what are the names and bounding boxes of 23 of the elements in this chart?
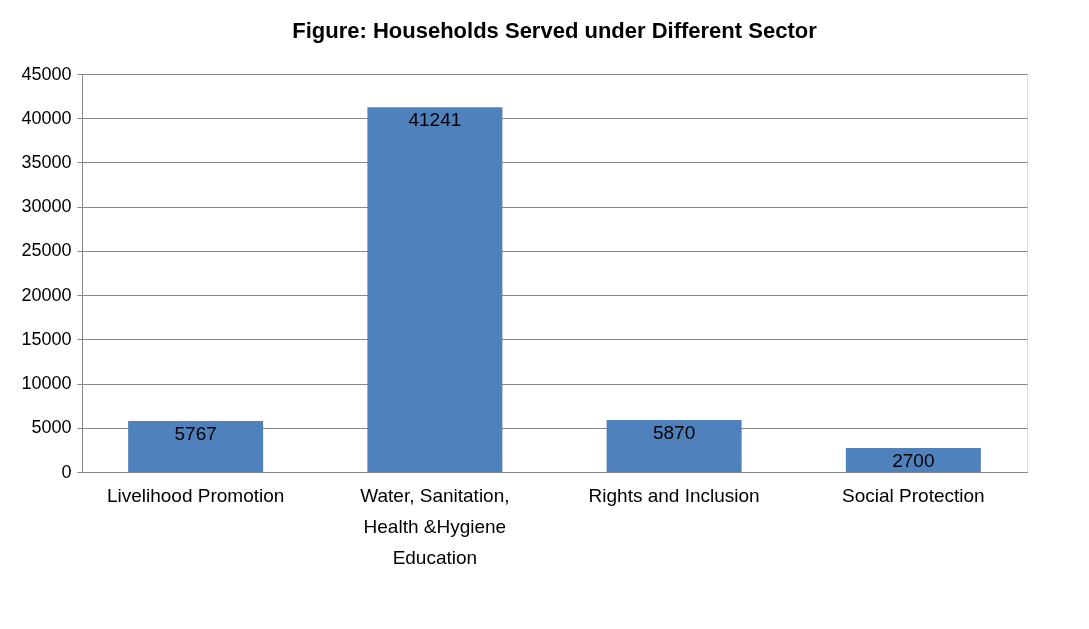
bar — [606, 420, 742, 472]
data-label: 5767 — [174, 422, 217, 444]
data-label: 5870 — [652, 422, 696, 444]
bar — [128, 420, 264, 472]
data-label: 41241 — [408, 109, 462, 131]
bar — [367, 107, 503, 472]
y-tick-label: 35000 — [21, 151, 72, 172]
y-tick-label: 45000 — [21, 63, 72, 84]
data-label: 2700 — [892, 450, 935, 472]
x-tick-label: Rights and Inclusion — [588, 484, 760, 506]
chart-title: Figure: Households Served under Different Sector — [292, 18, 818, 43]
y-tick-label: 30000 — [21, 196, 72, 217]
x-tick-label: Livelihood Promotion — [106, 484, 285, 506]
bar — [845, 448, 981, 472]
y-tick-label: 5000 — [31, 417, 72, 438]
y-tick-label: 15000 — [21, 328, 72, 349]
y-tick-label: 20000 — [21, 284, 72, 305]
x-tick-label: Social Protection — [842, 484, 985, 506]
y-tick-label: 40000 — [21, 107, 72, 128]
x-tick-label: Water, Sanitation, Health &Hygiene Education — [360, 484, 510, 568]
y-tick-label: 25000 — [21, 240, 72, 261]
y-tick-label: 0 — [61, 461, 72, 482]
y-tick-label: 10000 — [21, 373, 72, 394]
